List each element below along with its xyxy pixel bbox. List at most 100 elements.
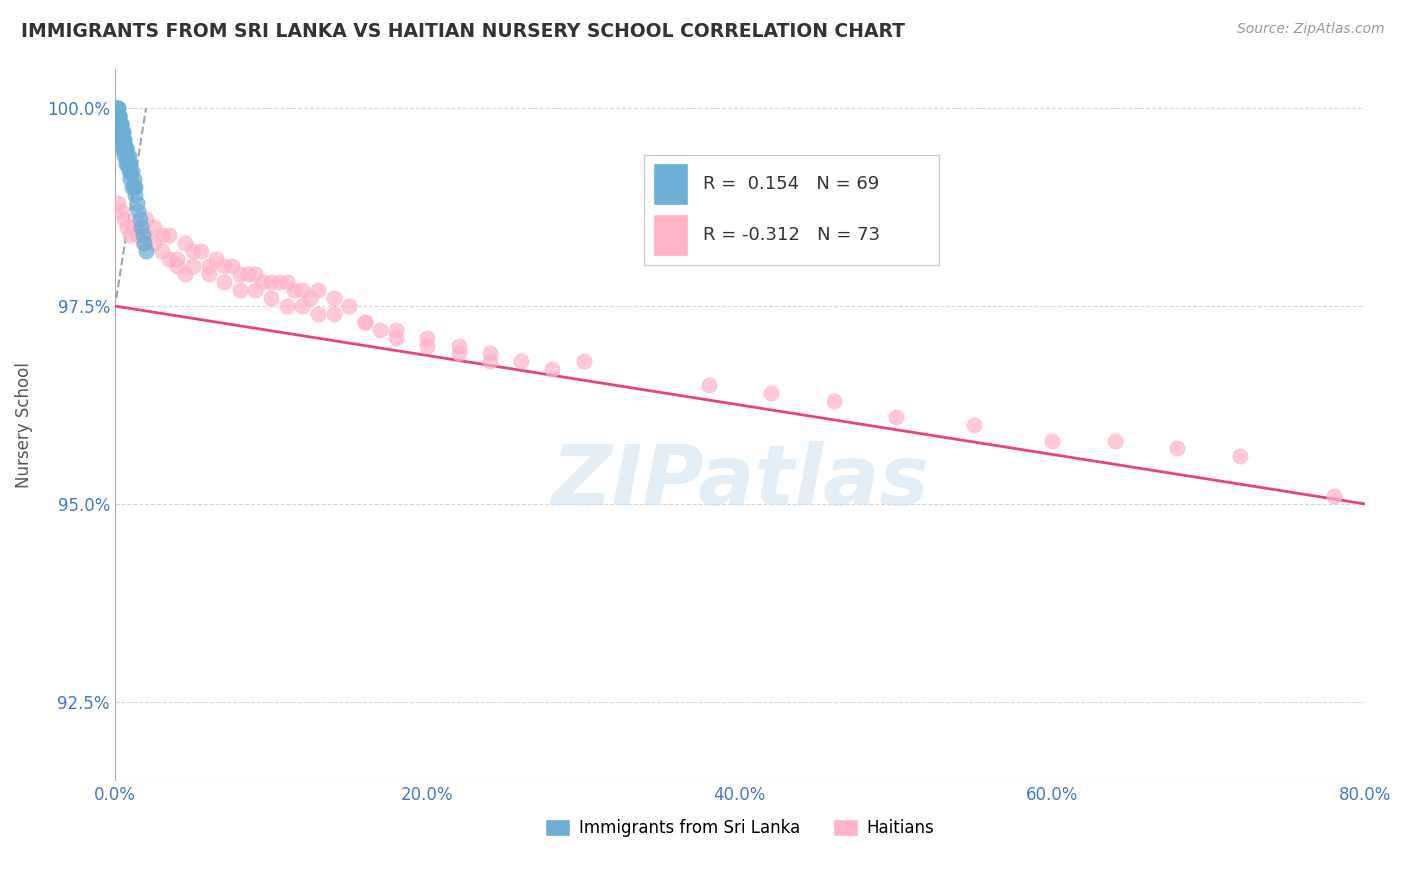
- Point: [166, 260, 188, 274]
- Point: [174, 268, 197, 282]
- Point: [110, 125, 132, 139]
- Point: [111, 133, 134, 147]
- Point: [131, 219, 153, 234]
- Point: [134, 235, 156, 250]
- Point: [110, 141, 132, 155]
- Text: ZIPatlas: ZIPatlas: [551, 442, 929, 522]
- Point: [122, 219, 145, 234]
- Point: [447, 338, 470, 352]
- Point: [1166, 442, 1188, 456]
- Text: IMMIGRANTS FROM SRI LANKA VS HAITIAN NURSERY SCHOOL CORRELATION CHART: IMMIGRANTS FROM SRI LANKA VS HAITIAN NUR…: [21, 22, 905, 41]
- Point: [107, 117, 129, 131]
- Point: [307, 283, 329, 297]
- Point: [127, 204, 149, 219]
- Point: [114, 141, 136, 155]
- Point: [117, 219, 139, 234]
- Point: [110, 133, 132, 147]
- Point: [108, 109, 131, 123]
- Point: [118, 156, 141, 170]
- Point: [132, 227, 155, 242]
- Point: [107, 109, 129, 123]
- Point: [291, 299, 314, 313]
- Point: [110, 204, 132, 219]
- Point: [121, 180, 143, 194]
- Point: [112, 133, 135, 147]
- Point: [108, 117, 131, 131]
- Point: [447, 346, 470, 360]
- Point: [114, 141, 136, 155]
- Point: [416, 331, 439, 345]
- Point: [110, 125, 132, 139]
- Point: [108, 117, 131, 131]
- Point: [105, 101, 128, 115]
- Point: [478, 354, 501, 368]
- Point: [132, 235, 155, 250]
- Point: [107, 125, 129, 139]
- Point: [114, 156, 136, 170]
- Point: [112, 211, 135, 226]
- Point: [110, 117, 132, 131]
- Point: [370, 323, 392, 337]
- Point: [229, 268, 252, 282]
- Point: [541, 362, 564, 376]
- Point: [117, 148, 139, 162]
- Point: [385, 331, 408, 345]
- Point: [107, 101, 129, 115]
- Point: [125, 196, 148, 211]
- Point: [353, 315, 375, 329]
- Point: [197, 268, 219, 282]
- Point: [108, 125, 131, 139]
- Point: [111, 133, 134, 147]
- Point: [108, 117, 131, 131]
- Point: [353, 315, 375, 329]
- Point: [122, 180, 145, 194]
- Point: [128, 211, 150, 226]
- Point: [110, 125, 132, 139]
- Point: [110, 117, 132, 131]
- Point: [267, 275, 290, 289]
- Point: [124, 188, 146, 202]
- Point: [385, 323, 408, 337]
- Point: [212, 275, 235, 289]
- Point: [111, 125, 134, 139]
- Point: [260, 291, 283, 305]
- Point: [112, 148, 135, 162]
- Point: [181, 260, 204, 274]
- Point: [114, 148, 136, 162]
- FancyBboxPatch shape: [654, 163, 689, 204]
- Point: [120, 227, 142, 242]
- Point: [322, 291, 344, 305]
- Y-axis label: Nursery School: Nursery School: [15, 362, 32, 488]
- Point: [478, 346, 501, 360]
- Point: [245, 268, 267, 282]
- Point: [252, 275, 274, 289]
- Point: [697, 378, 720, 392]
- Point: [127, 227, 149, 242]
- Point: [112, 133, 135, 147]
- Point: [245, 283, 267, 297]
- Point: [221, 260, 243, 274]
- Point: [111, 125, 134, 139]
- Point: [108, 109, 131, 123]
- Point: [108, 125, 131, 139]
- Point: [122, 172, 145, 186]
- Point: [1104, 434, 1126, 448]
- Point: [121, 164, 143, 178]
- Point: [276, 299, 298, 313]
- Point: [190, 244, 212, 258]
- Point: [107, 196, 129, 211]
- Point: [337, 299, 360, 313]
- Point: [107, 101, 129, 115]
- Point: [166, 252, 188, 266]
- Text: R = -0.312   N = 73: R = -0.312 N = 73: [703, 227, 880, 244]
- Point: [276, 275, 298, 289]
- Point: [142, 219, 165, 234]
- Point: [135, 211, 157, 226]
- Point: [572, 354, 595, 368]
- Point: [135, 244, 157, 258]
- Point: [108, 117, 131, 131]
- Point: [159, 252, 181, 266]
- Point: [112, 141, 135, 155]
- Point: [322, 307, 344, 321]
- Point: [124, 180, 146, 194]
